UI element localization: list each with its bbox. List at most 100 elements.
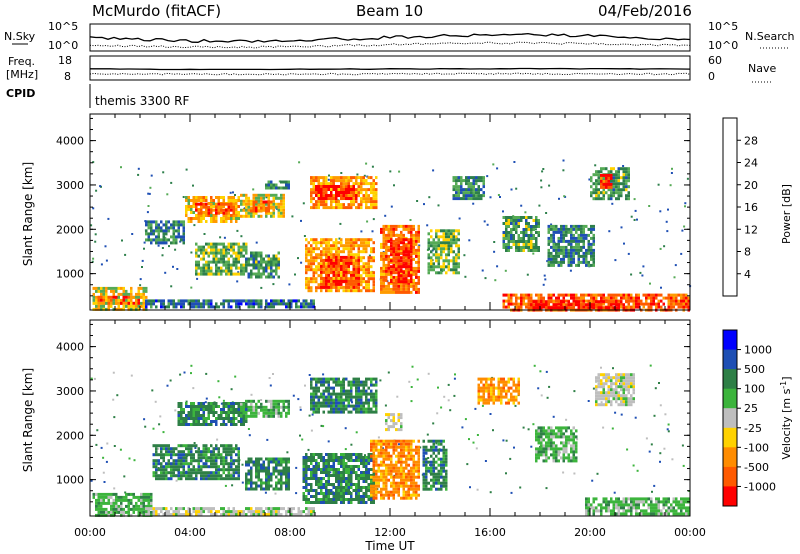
power-data-cell <box>327 264 330 268</box>
vel-data-cell <box>180 405 183 408</box>
power-data-cell <box>210 269 213 273</box>
power-data-cell <box>502 234 505 237</box>
power-data-cell <box>277 205 280 209</box>
power-data-cell <box>585 224 588 228</box>
power-data-cell <box>440 241 443 245</box>
power-data-cell <box>447 235 450 239</box>
power-data-cell <box>100 292 103 296</box>
power-data-cell <box>582 245 585 249</box>
power-data-cell <box>602 188 605 192</box>
power-data-cell <box>402 224 405 228</box>
power-data-cell <box>340 188 343 191</box>
vel-data-cell <box>250 414 253 418</box>
vel-data-cell <box>157 474 160 478</box>
power-data-cell <box>117 298 120 302</box>
power-data-cell <box>562 239 565 243</box>
vel-data-cell <box>237 510 240 514</box>
power-data-cell <box>612 167 615 171</box>
power-data-cell <box>367 200 370 204</box>
power-noise-cell <box>513 161 516 163</box>
power-data-cell <box>105 289 108 293</box>
vel-noise-cell <box>449 409 452 412</box>
power-data-cell <box>350 273 353 277</box>
power-data-cell <box>320 256 323 260</box>
vel-data-cell <box>165 507 168 511</box>
power-data-cell <box>477 176 480 180</box>
power-data-cell <box>405 238 408 242</box>
power-noise-cell <box>196 277 199 280</box>
vel-data-cell <box>165 444 168 448</box>
power-data-cell <box>320 194 323 197</box>
power-data-cell <box>547 224 550 228</box>
power-data-cell <box>315 253 318 257</box>
power-data-cell <box>202 205 205 209</box>
power-data-cell <box>317 197 320 200</box>
power-data-cell <box>592 303 595 307</box>
power-noise-cell <box>468 239 471 242</box>
power-noise-cell <box>540 186 543 189</box>
power-data-cell <box>622 179 625 183</box>
power-data-cell <box>317 247 320 251</box>
power-data-cell <box>345 258 348 262</box>
power-data-cell <box>467 185 470 189</box>
power-noise-cell <box>297 257 299 260</box>
vel-data-cell <box>367 407 370 411</box>
power-data-cell <box>397 290 400 294</box>
power-noise-cell <box>300 219 302 222</box>
power-data-cell <box>352 264 355 268</box>
vel-data-cell <box>272 510 275 514</box>
power-data-cell <box>522 293 525 297</box>
vel-data-cell <box>157 453 160 457</box>
power-data-cell <box>445 256 448 260</box>
vel-data-cell <box>230 411 233 414</box>
power-data-cell <box>395 287 398 291</box>
power-data-cell <box>165 241 168 245</box>
power-data-cell <box>395 238 398 242</box>
power-data-cell <box>610 188 613 192</box>
power-noise-cell <box>496 265 499 268</box>
vel-data-cell <box>157 477 160 481</box>
power-data-cell <box>370 238 373 242</box>
power-data-cell <box>117 301 120 305</box>
power-data-cell <box>240 251 243 255</box>
power-data-cell <box>390 244 393 248</box>
power-data-cell <box>145 302 148 306</box>
vel-data-cell <box>357 401 360 405</box>
power-data-cell <box>245 269 248 273</box>
vel-noise-cell <box>387 371 390 374</box>
vel-data-cell <box>192 414 195 417</box>
power-data-cell <box>390 230 393 234</box>
vel-data-cell <box>207 402 210 405</box>
power-data-cell <box>230 245 233 249</box>
power-data-cell <box>562 227 565 231</box>
power-data-cell <box>207 242 210 246</box>
vel-data-cell <box>242 402 245 406</box>
power-data-cell <box>180 302 183 306</box>
power-data-cell <box>360 206 363 210</box>
power-data-cell <box>210 245 213 249</box>
power-data-cell <box>247 208 250 212</box>
power-data-cell <box>585 260 588 264</box>
power-data-cell <box>250 275 253 279</box>
power-data-cell <box>202 217 205 220</box>
power-data-cell <box>132 307 135 311</box>
vel-data-cell <box>340 392 343 396</box>
power-ylabel: Slant Range [km] <box>21 162 35 266</box>
power-data-cell <box>342 259 345 263</box>
power-data-cell <box>407 230 410 234</box>
power-data-cell <box>615 296 618 300</box>
power-data-cell <box>305 259 308 263</box>
power-data-cell <box>590 176 593 180</box>
vel-data-cell <box>247 414 250 418</box>
power-data-cell <box>265 305 268 309</box>
vel-data-cell <box>155 465 158 469</box>
vel-data-cell <box>317 377 320 381</box>
power-data-cell <box>502 222 505 225</box>
power-data-cell <box>345 264 348 268</box>
vel-data-cell <box>240 411 243 414</box>
vel-data-cell <box>335 410 338 414</box>
power-data-cell <box>602 182 605 186</box>
power-data-cell <box>130 307 133 311</box>
power-data-cell <box>270 206 273 210</box>
